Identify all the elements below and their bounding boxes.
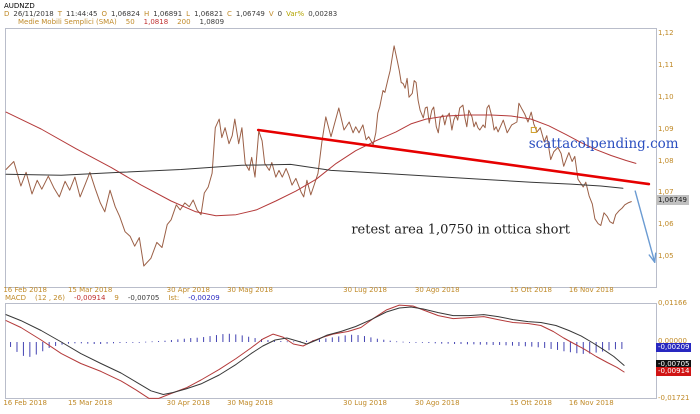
date-tick-label: 15 Ott 2018 [509, 286, 552, 294]
sma-legend-token: 50 [125, 18, 135, 26]
quote-token: 1,06891 [153, 10, 183, 18]
sma-legend-token: 1,0818 [143, 18, 169, 26]
date-tick-label: 15 Mar 2018 [67, 286, 113, 294]
macd-value-tag: -0,00914 [656, 366, 692, 376]
quote-token: 11:44:45 [66, 10, 98, 18]
quote-token: Var% [286, 10, 305, 18]
quote-token: L [186, 10, 191, 18]
macd-legend-token: -0,00705 [127, 294, 160, 302]
quote-token: 1,06749 [235, 10, 265, 18]
date-tick-label: 30 Lug 2018 [343, 286, 388, 294]
last-price-tag: 1,06749 [656, 195, 689, 206]
macd-value-tag: -0,00209 [656, 343, 692, 353]
price-tick-label: 1,05 [658, 252, 674, 261]
quote-token: 0,00283 [308, 10, 338, 18]
date-tick-label: 30 Ago 2018 [414, 286, 460, 294]
price-chart-plot[interactable] [5, 28, 657, 288]
macd-tick-label: 0,00000 [658, 337, 687, 345]
quote-token: O [101, 10, 107, 18]
date-tick-label: 16 Feb 2018 [3, 286, 47, 294]
sma-legend-token: 1,0809 [199, 18, 225, 26]
macd-tick-label: -0,01721 [658, 393, 690, 402]
macd-legend: MACD (12 , 26) -0,00914 9 -0,00705 Ist: -0,002… [5, 294, 229, 302]
macd-legend-token: 9 [114, 294, 119, 302]
quote-line: D 26/11/2018 T 11:44:45 O 1,06824 H 1,06891 L 1,0… [4, 10, 341, 18]
quote-token: C [227, 10, 232, 18]
price-tick-label: 1,06 [658, 220, 674, 229]
date-tick-label: 16 Nov 2018 [568, 399, 614, 407]
date-tick-label: 30 Mag 2018 [227, 286, 274, 294]
price-tick-label: 1,10 [658, 92, 674, 101]
date-tick-label: 30 Apr 2018 [166, 286, 210, 294]
symbol-label: AUDNZD [4, 2, 35, 10]
quote-token: 0 [277, 10, 283, 18]
macd-plot[interactable] [5, 303, 657, 399]
quote-token: D [4, 10, 10, 18]
watermark: scattacolpending.com [528, 135, 679, 152]
price-tick-label: 1,11 [658, 60, 674, 69]
quote-token: 1,06824 [111, 10, 140, 18]
date-tick-label: 30 Ago 2018 [414, 399, 460, 407]
sma-legend-token: Medie Mobili Semplici (SMA) [18, 18, 117, 26]
macd-legend-token: MACD [5, 294, 26, 302]
date-tick-label: 16 Feb 2018 [3, 399, 47, 407]
date-tick-label: 30 Mag 2018 [227, 399, 274, 407]
macd-legend-token: -0,00209 [188, 294, 220, 302]
quote-token: 26/11/2018 [13, 10, 54, 18]
date-tick-label: 15 Mar 2018 [67, 399, 113, 407]
macd-value-tag: -0,00705 [656, 359, 692, 369]
date-tick-label: 30 Apr 2018 [166, 399, 210, 407]
sma-legend-token: 200 [177, 18, 191, 26]
quote-token: T [57, 10, 63, 18]
price-tick-label: 1,08 [658, 156, 674, 165]
annotation-retest: retest area 1,0750 in ottica short [351, 222, 570, 238]
sma-legend: Medie Mobili Semplici (SMA) 50 1,0818 200 1,… [18, 18, 233, 26]
price-tick-label: 1,09 [658, 124, 674, 133]
quote-token: V [268, 10, 274, 18]
date-tick-label: 16 Nov 2018 [568, 286, 614, 294]
price-tick-label: 1,07 [658, 188, 674, 197]
price-tick-label: 1,12 [658, 29, 674, 38]
date-tick-label: 15 Ott 2018 [509, 399, 552, 407]
macd-legend-token: Ist: [168, 294, 180, 302]
macd-legend-token: (12 , 26) [34, 294, 65, 302]
macd-tick-label: 0,01166 [658, 298, 687, 307]
quote-token: H [143, 10, 150, 18]
date-tick-label: 30 Lug 2018 [343, 399, 388, 407]
quote-token: 1,06821 [194, 10, 224, 18]
macd-legend-token: -0,00914 [73, 294, 106, 302]
